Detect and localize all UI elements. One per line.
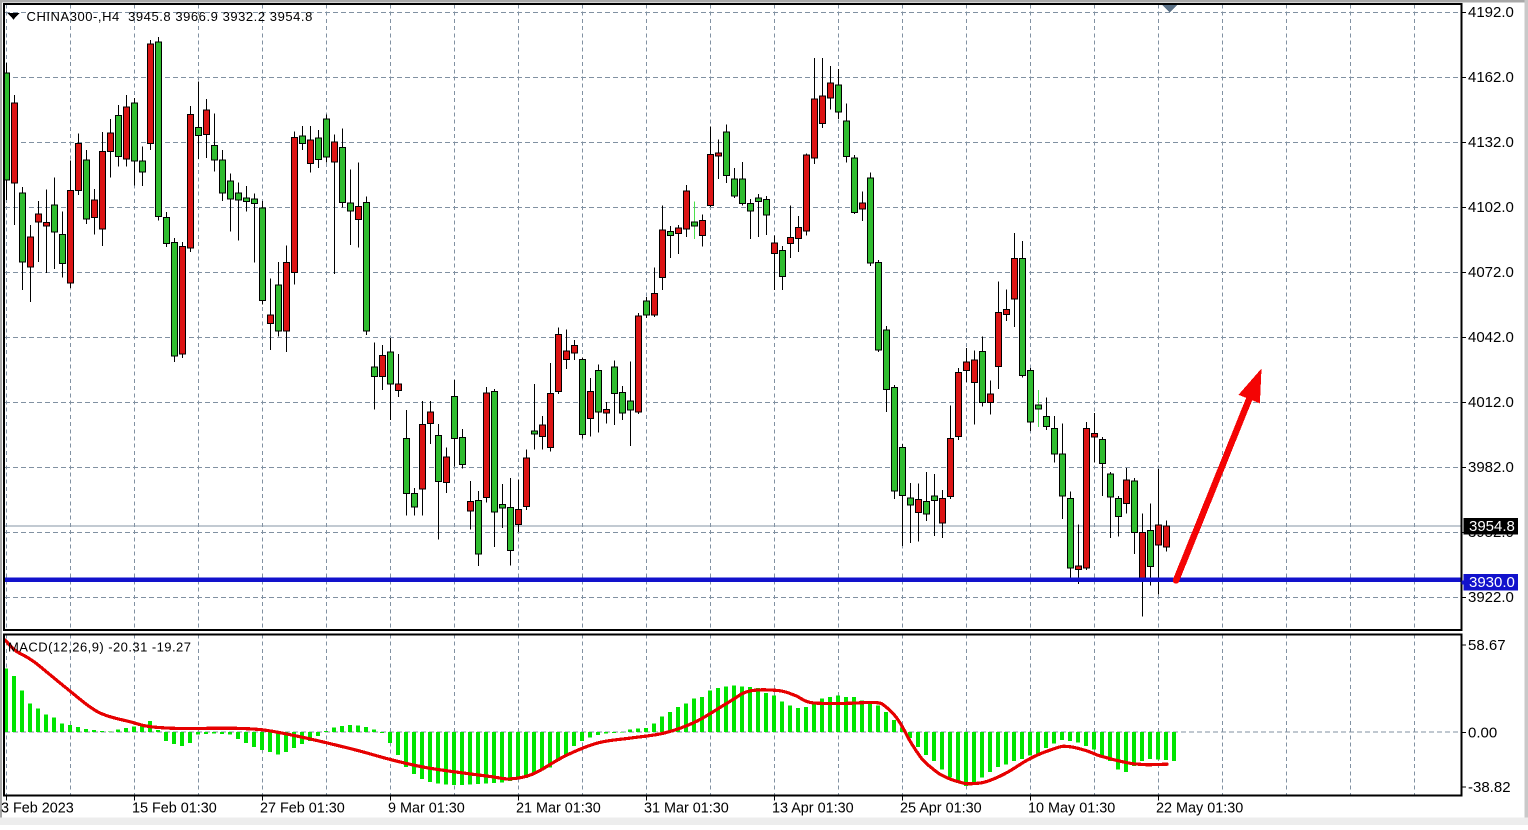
svg-text:27 Feb 01:30: 27 Feb 01:30 xyxy=(260,801,345,817)
svg-text:4102.0: 4102.0 xyxy=(1468,199,1514,216)
svg-text:MACD(12,26,9) -20.31 -19.27: MACD(12,26,9) -20.31 -19.27 xyxy=(8,640,191,655)
svg-text:3982.0: 3982.0 xyxy=(1468,459,1514,476)
svg-text:4192.0: 4192.0 xyxy=(1468,4,1514,21)
svg-text:4042.0: 4042.0 xyxy=(1468,329,1514,346)
svg-text:0.00: 0.00 xyxy=(1468,724,1497,741)
svg-text:4072.0: 4072.0 xyxy=(1468,264,1514,281)
svg-text:21 Mar 01:30: 21 Mar 01:30 xyxy=(516,801,601,817)
svg-text:9 Mar 01:30: 9 Mar 01:30 xyxy=(388,801,465,817)
svg-text:-38.82: -38.82 xyxy=(1468,779,1511,796)
svg-text:3922.0: 3922.0 xyxy=(1468,589,1514,606)
svg-text:10 May 01:30: 10 May 01:30 xyxy=(1028,801,1115,817)
svg-text:31 Mar 01:30: 31 Mar 01:30 xyxy=(644,801,729,817)
svg-text:25 Apr 01:30: 25 Apr 01:30 xyxy=(900,801,982,817)
svg-text:3954.8: 3954.8 xyxy=(1469,518,1515,535)
svg-text:4012.0: 4012.0 xyxy=(1468,394,1514,411)
svg-text:CHINA300-,H4 3945.8 3966.9 39: CHINA300-,H4 3945.8 3966.9 3932.2 3954.8 xyxy=(27,9,313,24)
svg-text:3930.0: 3930.0 xyxy=(1469,574,1515,591)
svg-text:4132.0: 4132.0 xyxy=(1468,134,1514,151)
svg-text:3 Feb 2023: 3 Feb 2023 xyxy=(1,801,74,817)
svg-text:4162.0: 4162.0 xyxy=(1468,69,1514,86)
svg-text:15 Feb 01:30: 15 Feb 01:30 xyxy=(132,801,217,817)
svg-text:13 Apr 01:30: 13 Apr 01:30 xyxy=(772,801,854,817)
svg-text:58.67: 58.67 xyxy=(1468,637,1506,654)
svg-text:22 May 01:30: 22 May 01:30 xyxy=(1156,801,1243,817)
